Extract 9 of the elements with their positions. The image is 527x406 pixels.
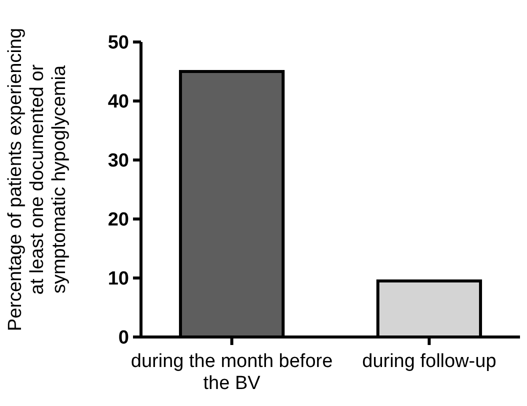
y-tick-label: 40	[108, 92, 129, 113]
x-tick-label: during the month before the BV	[130, 351, 333, 394]
x-tick-label: during follow-up	[362, 351, 496, 372]
y-tick-label: 50	[108, 32, 129, 54]
y-tick-label: 10	[108, 268, 129, 290]
y-tick-label: 30	[108, 150, 129, 172]
y-tick-label: 20	[108, 210, 129, 231]
y-tick-label: 0	[118, 328, 129, 349]
y-axis-title: Percentage of patients experiencing at least one documented or symptomatic hypoglycemia	[5, 28, 70, 332]
